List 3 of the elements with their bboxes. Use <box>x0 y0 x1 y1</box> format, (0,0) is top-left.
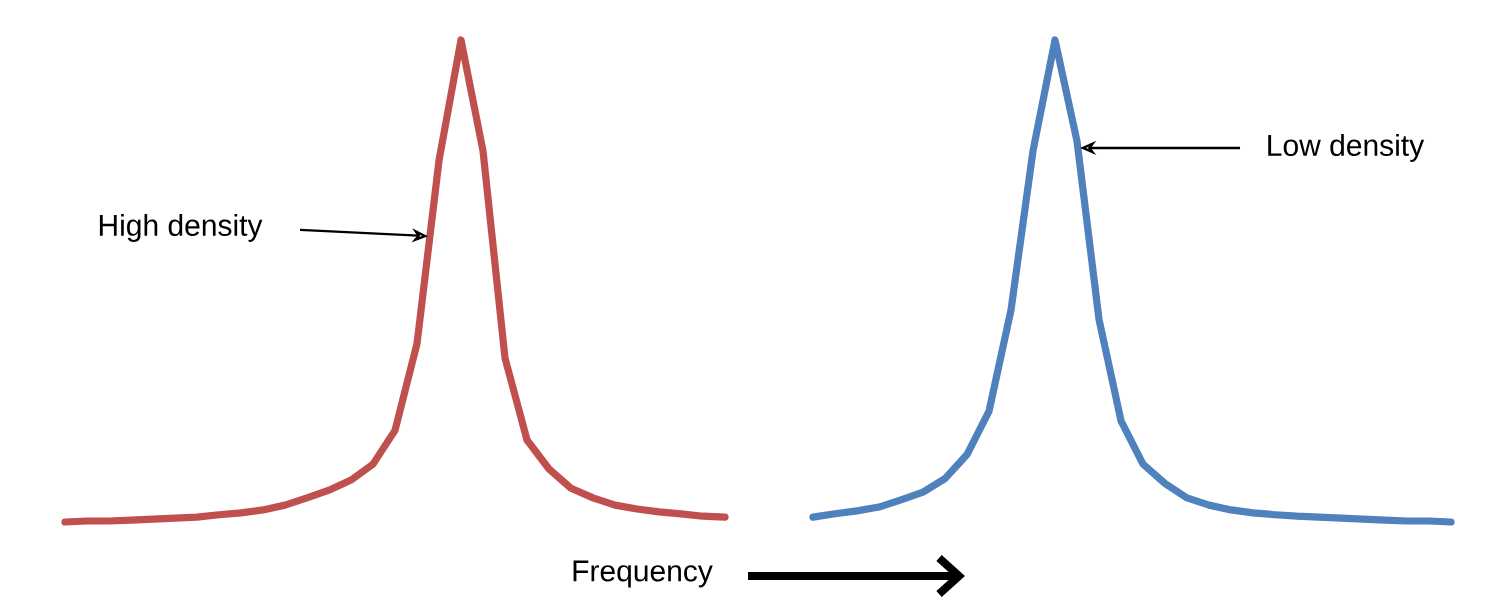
x-axis-title: Frequency <box>573 560 713 588</box>
annotation: High density <box>99 214 263 242</box>
annotation: Low density <box>1268 134 1425 162</box>
